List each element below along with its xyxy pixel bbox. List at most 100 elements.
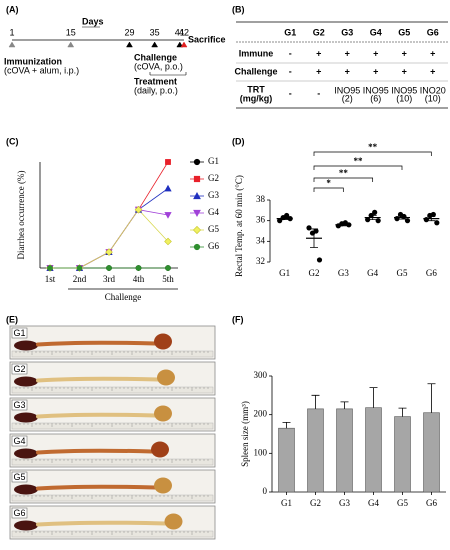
error-bar [280, 217, 289, 221]
cell: - [289, 88, 292, 98]
y-tick-label: 36 [256, 215, 266, 225]
data-point [372, 209, 378, 215]
significance-label: ** [368, 142, 378, 152]
x-tick-label: 4th [133, 274, 145, 284]
series-line [50, 209, 169, 269]
error-bar [427, 383, 436, 413]
legend-label: G6 [208, 241, 219, 251]
column-header: G3 [341, 27, 353, 37]
cell: + [430, 48, 435, 58]
data-point [434, 220, 440, 226]
intestine [36, 484, 157, 491]
panel-label: (F) [232, 314, 244, 324]
y-tick-label: 34 [256, 235, 266, 245]
legend-label: G1 [208, 156, 219, 166]
ruler [11, 530, 214, 538]
y-tick-label: 100 [254, 447, 268, 457]
column-header: G2 [313, 27, 325, 37]
x-tick-label: G1 [279, 268, 290, 278]
x-tick-label: G5 [397, 498, 408, 508]
cell: + [345, 66, 350, 76]
stomach [14, 376, 38, 387]
ruler [11, 350, 214, 358]
x-tick-label: G4 [368, 498, 379, 508]
x-tick-label: G3 [339, 498, 350, 508]
y-tick-label: 38 [256, 194, 266, 204]
ruler-ticks [15, 351, 209, 355]
error-bar [340, 401, 349, 409]
cell: + [430, 66, 435, 76]
photo-label: G5 [13, 472, 25, 482]
cell-name: INO95 [334, 85, 360, 95]
cell: - [317, 88, 320, 98]
data-point [423, 217, 429, 223]
marker [193, 158, 201, 166]
cell: + [345, 48, 350, 58]
day-label: 41 [175, 27, 185, 37]
day-label: 1 [9, 27, 14, 37]
intestine [36, 376, 160, 383]
error-bar [427, 216, 436, 222]
legend-label: G2 [208, 173, 219, 183]
bar [336, 408, 353, 493]
cell-dose: (6) [370, 93, 381, 103]
marker [106, 265, 112, 271]
cell: + [402, 66, 407, 76]
column-header: G6 [427, 27, 439, 37]
event-name: Sacrifice [188, 34, 226, 44]
y-tick-label: 200 [254, 409, 268, 419]
marker [105, 248, 113, 256]
stomach [14, 412, 38, 423]
marker [193, 192, 201, 200]
error-bar [339, 223, 348, 227]
cecum [154, 477, 172, 494]
x-tick-label: 2nd [73, 274, 87, 284]
x-tick-label: G2 [310, 498, 321, 508]
cell: + [373, 48, 378, 58]
row-label: TRT [247, 84, 265, 94]
photo-label: G2 [13, 364, 25, 374]
ruler [11, 386, 214, 394]
day-label: 29 [124, 27, 134, 37]
marker [164, 212, 172, 219]
marker [47, 265, 53, 271]
day-marker [126, 41, 133, 48]
day-marker [151, 41, 159, 48]
error-bar [282, 422, 291, 429]
stomach [14, 448, 38, 459]
day-marker [8, 41, 16, 48]
bar [307, 408, 324, 493]
cell-name: INO95 [391, 85, 417, 95]
data-point [375, 218, 381, 224]
marker [193, 243, 201, 251]
marker [192, 225, 202, 235]
label-box [11, 399, 28, 411]
cell: + [402, 48, 407, 58]
intestine [36, 448, 154, 455]
label-box [11, 507, 28, 519]
day-marker [67, 41, 75, 48]
row-unit: (mg/kg) [240, 93, 273, 103]
day-label: 15 [66, 27, 76, 37]
stomach [14, 520, 38, 531]
error-bar [310, 228, 318, 248]
marker [165, 265, 171, 271]
label-box [11, 363, 28, 375]
ruler [11, 422, 214, 430]
data-point [404, 218, 411, 224]
marker [193, 175, 201, 183]
marker [164, 237, 172, 246]
y-axis-label: Diarrhea occurrence (%) [16, 171, 26, 260]
cell: - [289, 66, 292, 76]
y-tick-label: 32 [256, 256, 265, 266]
cell: - [289, 48, 292, 58]
data-point [430, 211, 436, 218]
ruler-ticks [15, 423, 209, 427]
intestine [36, 340, 157, 347]
y-axis-label: Rectal Temp. at 60 min (°C) [234, 175, 244, 277]
event-detail: (daily, p.o.) [134, 85, 178, 95]
cecum [151, 441, 169, 458]
marker [165, 159, 171, 165]
timeline-title: Days [82, 16, 104, 26]
